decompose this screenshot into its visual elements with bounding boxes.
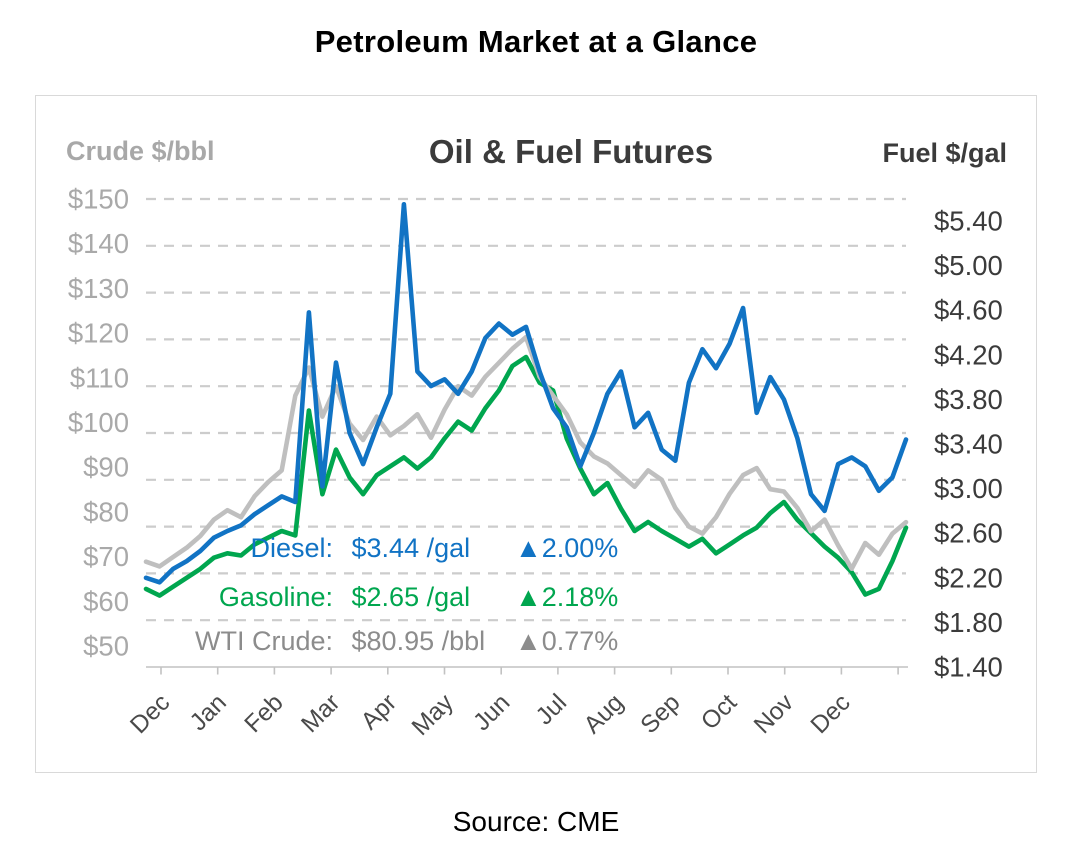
svg-text:$5.00: $5.00 bbox=[934, 250, 1003, 281]
svg-text:$3.40: $3.40 bbox=[934, 429, 1003, 460]
svg-text:$1.40: $1.40 bbox=[934, 652, 1003, 683]
svg-text:$3.80: $3.80 bbox=[934, 384, 1003, 415]
legend-label: Diesel: bbox=[250, 533, 333, 563]
svg-text:Apr: Apr bbox=[356, 689, 402, 735]
x-axis bbox=[146, 666, 908, 675]
svg-text:$3.00: $3.00 bbox=[934, 473, 1003, 504]
legend-row-wti-crude: WTI Crude: $80.95 /bbl ▲0.77% bbox=[186, 625, 618, 658]
x-axis-labels: Dec Jan Feb Mar Apr May Jun Jul Aug Sep Oct Nov Dec bbox=[125, 689, 855, 741]
legend-value: $3.44 /gal bbox=[351, 533, 471, 563]
svg-text:$60: $60 bbox=[83, 586, 129, 617]
svg-text:Jun: Jun bbox=[468, 689, 515, 736]
chart-title: Oil & Fuel Futures bbox=[429, 133, 713, 170]
svg-text:$130: $130 bbox=[68, 273, 129, 304]
svg-text:$5.40: $5.40 bbox=[934, 206, 1003, 237]
svg-text:Feb: Feb bbox=[240, 689, 289, 738]
futures-chart: Crude $/bbl Oil & Fuel Futures Fuel $/ga… bbox=[66, 133, 1007, 741]
svg-text:Dec: Dec bbox=[806, 689, 856, 739]
legend-label: Gasoline: bbox=[218, 582, 333, 612]
series-lines bbox=[143, 202, 909, 598]
svg-text:May: May bbox=[407, 689, 459, 741]
svg-text:$1.80: $1.80 bbox=[934, 607, 1003, 638]
legend-change-up-arrow: ▲2.00% bbox=[515, 533, 619, 563]
svg-text:$2.60: $2.60 bbox=[934, 518, 1003, 549]
svg-text:Oct: Oct bbox=[696, 689, 742, 735]
legend-change-up-arrow: ▲2.18% bbox=[515, 582, 619, 612]
left-axis-title: Crude $/bbl bbox=[66, 136, 215, 166]
svg-text:Sep: Sep bbox=[636, 689, 686, 739]
svg-text:Aug: Aug bbox=[579, 689, 629, 739]
legend-row-diesel: Diesel: $3.44 /gal ▲2.00% bbox=[186, 532, 618, 565]
left-axis-labels: $150 $140 $130 $120 $110 $100 $90 $80 $70 $60 $50 bbox=[68, 184, 129, 662]
right-axis-labels: $5.40 $5.00 $4.60 $4.20 $3.80 $3.40 $3.00 $2.60… bbox=[934, 206, 1003, 683]
svg-text:$120: $120 bbox=[68, 318, 129, 349]
svg-text:$150: $150 bbox=[68, 184, 129, 215]
svg-text:Jul: Jul bbox=[531, 689, 572, 730]
svg-text:$70: $70 bbox=[83, 541, 129, 572]
svg-text:Mar: Mar bbox=[296, 689, 345, 738]
svg-text:$80: $80 bbox=[83, 496, 129, 527]
legend-change-up-arrow: ▲0.77% bbox=[515, 626, 619, 656]
legend-value: $80.95 /bbl bbox=[351, 626, 486, 656]
svg-text:$2.20: $2.20 bbox=[934, 562, 1003, 593]
source-caption: Source: CME bbox=[452, 806, 620, 837]
legend-row-gasoline: Gasoline: $2.65 /gal ▲2.18% bbox=[186, 581, 618, 614]
chart-legend: Diesel: $3.44 /gal ▲2.00% Gasoline: $2.6… bbox=[186, 532, 618, 658]
svg-text:$4.20: $4.20 bbox=[934, 339, 1003, 370]
svg-text:$90: $90 bbox=[83, 452, 129, 483]
svg-text:Jan: Jan bbox=[185, 689, 232, 736]
series-line-gasoline bbox=[143, 354, 909, 598]
svg-text:$110: $110 bbox=[70, 362, 129, 393]
series-line-wti-crude bbox=[143, 334, 909, 572]
page-title: Petroleum Market at a Glance bbox=[314, 24, 758, 59]
right-axis-title: Fuel $/gal bbox=[882, 138, 1007, 168]
chart-panel: Crude $/bbl Oil & Fuel Futures Fuel $/ga… bbox=[35, 95, 1037, 773]
svg-text:$4.60: $4.60 bbox=[934, 295, 1003, 326]
svg-text:$50: $50 bbox=[83, 631, 129, 662]
legend-label: WTI Crude: bbox=[194, 626, 333, 656]
legend-value: $2.65 /gal bbox=[351, 582, 471, 612]
svg-text:Dec: Dec bbox=[125, 689, 175, 739]
svg-text:$140: $140 bbox=[68, 228, 129, 259]
svg-text:Nov: Nov bbox=[749, 689, 799, 739]
series-line-diesel bbox=[143, 202, 909, 585]
svg-text:$100: $100 bbox=[68, 407, 129, 438]
